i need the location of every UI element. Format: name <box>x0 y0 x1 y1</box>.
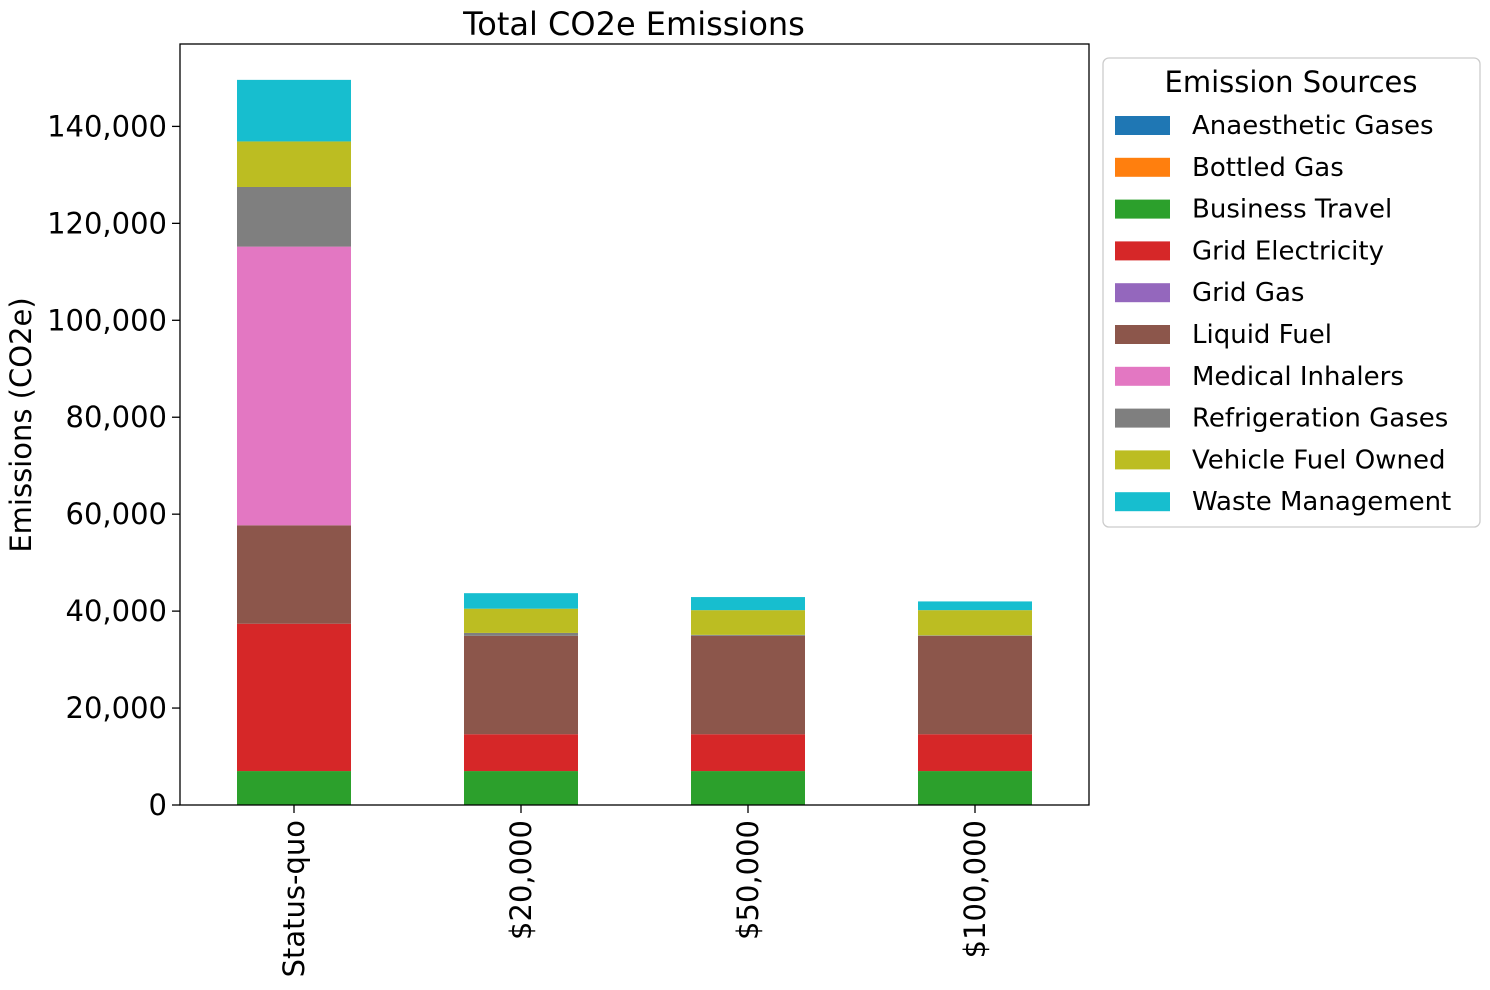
bar-segment <box>691 771 805 805</box>
bar-segment <box>237 623 351 772</box>
plot-frame <box>179 43 1090 806</box>
y-axis: 0 20,000 40,000 60,000 80,000 100,000 120,000 1… <box>47 109 180 822</box>
legend: Emission Sources Anaesthetic Gases Bottle… <box>1102 57 1481 528</box>
bar-segment <box>237 79 351 142</box>
bar-segment <box>918 610 1032 636</box>
legend-label: Refrigeration Gases <box>1192 404 1448 434</box>
legend-swatch <box>1115 325 1170 344</box>
legend-swatch <box>1115 157 1170 177</box>
bar-segment <box>237 141 351 187</box>
x-axis: Status-quo $20,000 $50,000 $100,000 <box>277 805 992 977</box>
y-tick-label: 20,000 <box>66 691 167 725</box>
legend-swatch <box>1115 366 1170 386</box>
legend-title: Emission Sources <box>1165 65 1418 99</box>
bar-segment <box>464 593 578 609</box>
legend-swatch <box>1115 199 1170 219</box>
bars-layer <box>237 79 1032 805</box>
chart-title: Total CO2e Emissions <box>462 5 805 43</box>
x-tick-label: $20,000 <box>504 820 538 940</box>
bar-segment <box>918 771 1032 805</box>
y-tick-label: 80,000 <box>66 400 167 434</box>
x-tick-label: $100,000 <box>958 820 992 958</box>
bar-segment <box>464 635 578 735</box>
bar-segment <box>918 734 1032 772</box>
y-tick-label: 0 <box>149 788 167 822</box>
legend-swatch <box>1115 241 1170 261</box>
bar-segment <box>918 601 1032 611</box>
legend-label: Business Travel <box>1192 195 1392 225</box>
legend-label: Medical Inhalers <box>1192 362 1404 392</box>
bar-segment <box>691 635 805 735</box>
bar-segment <box>237 186 351 247</box>
bar-segment <box>691 610 805 635</box>
legend-label: Grid Gas <box>1192 278 1304 308</box>
x-tick-label: $50,000 <box>731 820 765 940</box>
bar-segment <box>464 771 578 805</box>
bar-segment <box>464 632 578 636</box>
legend-label: Grid Electricity <box>1192 236 1384 266</box>
legend-label: Liquid Fuel <box>1192 320 1332 350</box>
y-tick-label: 120,000 <box>47 206 167 240</box>
bar-segment <box>691 734 805 772</box>
legend-frame <box>1102 57 1481 528</box>
bar-segment <box>237 525 351 624</box>
y-tick-label: 100,000 <box>47 303 167 337</box>
legend-label: Waste Management <box>1192 487 1451 517</box>
legend-label: Anaesthetic Gases <box>1192 111 1434 141</box>
legend-items: Anaesthetic Gases Bottled Gas Business Tra… <box>1115 111 1451 517</box>
y-tick-label: 60,000 <box>66 497 167 531</box>
bar-segment <box>691 634 805 636</box>
legend-swatch <box>1115 492 1170 512</box>
legend-swatch <box>1115 408 1170 428</box>
x-tick-label: Status-quo <box>277 820 311 977</box>
y-axis-label: Emissions (CO2e) <box>4 297 38 552</box>
legend-swatch <box>1115 450 1170 470</box>
bar-segment <box>237 246 351 526</box>
legend-label: Vehicle Fuel Owned <box>1192 445 1445 475</box>
bar-segment <box>464 734 578 772</box>
bar-segment <box>691 597 805 611</box>
y-tick-label: 40,000 <box>66 594 167 628</box>
legend-label: Bottled Gas <box>1192 153 1344 183</box>
bar-segment <box>237 771 351 805</box>
y-tick-label: 140,000 <box>47 109 167 143</box>
bar-segment <box>918 635 1032 735</box>
bar-segment <box>464 608 578 633</box>
legend-swatch <box>1115 283 1170 303</box>
legend-swatch <box>1115 116 1170 135</box>
